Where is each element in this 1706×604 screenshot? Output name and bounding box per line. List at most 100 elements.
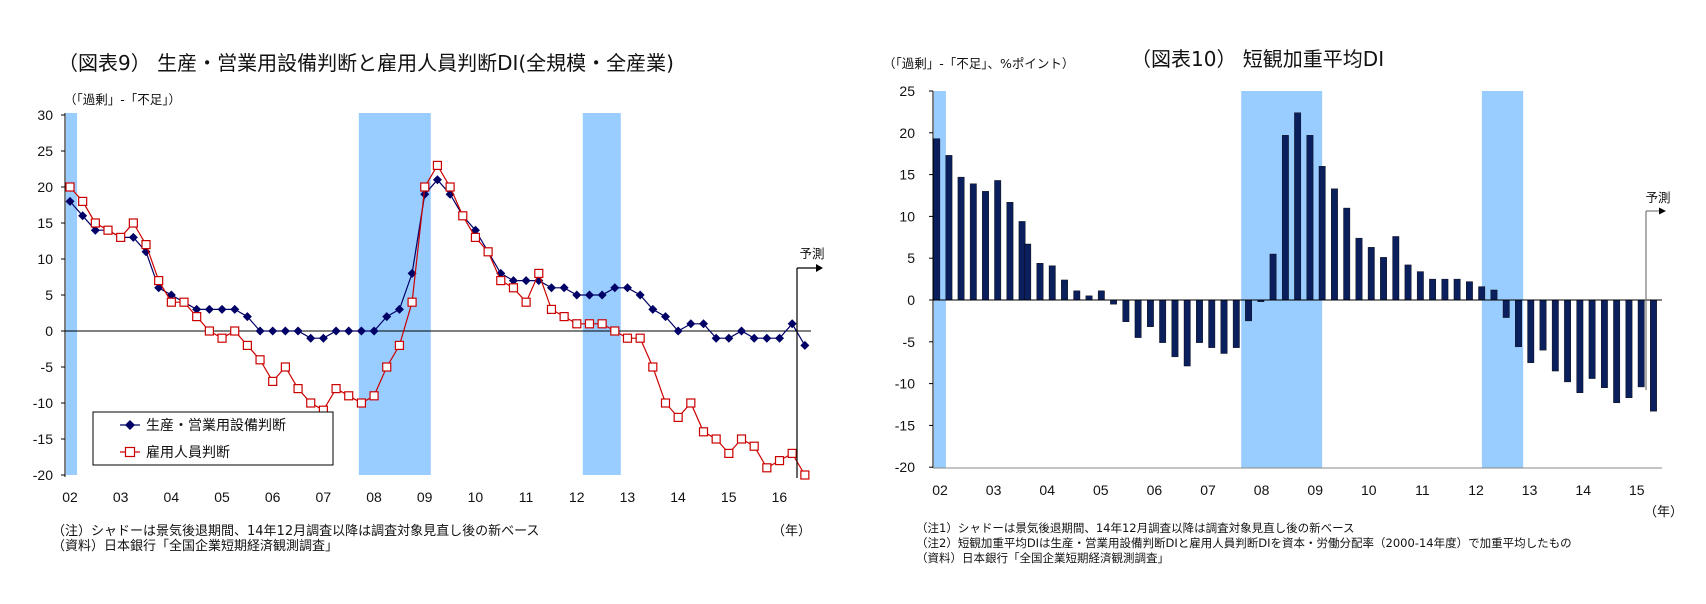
data-point-equipment — [673, 326, 683, 336]
bar — [945, 155, 953, 301]
data-point-employment — [445, 182, 455, 192]
forecast-marker: 予測 — [796, 246, 825, 478]
x-tick-label: 15 — [721, 489, 737, 505]
forecast-label: 予測 — [1645, 190, 1670, 205]
bar — [1551, 299, 1559, 372]
data-point-equipment — [762, 333, 772, 343]
y-tick-label: 10 — [37, 251, 53, 267]
arrow-right-icon — [1659, 207, 1666, 215]
data-point-equipment — [204, 304, 214, 314]
data-point-equipment — [787, 319, 797, 329]
y-tick-label: -20 — [33, 467, 53, 483]
recession-shade — [358, 113, 431, 475]
axes — [929, 90, 1662, 469]
recession-shade — [66, 113, 78, 475]
bar — [933, 138, 941, 301]
data-point-employment — [116, 232, 126, 242]
bar — [1429, 278, 1437, 301]
data-point-employment — [268, 376, 278, 386]
data-point-equipment — [65, 196, 75, 206]
data-point-equipment — [420, 189, 430, 199]
x-tick-label: 10 — [1361, 482, 1377, 498]
data-point-employment — [686, 398, 696, 408]
data-point-employment — [483, 247, 493, 257]
arrow-right-icon — [816, 264, 823, 272]
y-tick-label: -5 — [41, 359, 54, 375]
bar — [1097, 290, 1105, 301]
bar — [1453, 278, 1461, 301]
bar — [1478, 286, 1486, 301]
data-point-employment — [736, 434, 747, 444]
data-point-equipment — [242, 312, 252, 322]
bar — [1404, 264, 1412, 301]
y-tick-label: -10 — [33, 395, 53, 411]
y-tick-label: -5 — [903, 334, 916, 350]
data-point-employment — [800, 470, 810, 480]
note-1: （注）シャドーは景気後退期間、14年12月調査以降は調査対象見直し後の新ベース — [52, 523, 539, 539]
recession-shading — [66, 113, 621, 475]
data-point-employment — [128, 218, 138, 228]
x-tick-label: 06 — [1147, 482, 1163, 498]
y-tick-label: 20 — [899, 125, 915, 141]
data-point-employment — [787, 448, 797, 458]
x-tick-label: 02 — [932, 482, 948, 498]
data-point-equipment — [306, 333, 316, 343]
bars — [933, 112, 1657, 412]
tick-labels: 30 25 20 15 10 5 0 -5 -10 -15 -20 02 03 04 05 06 07 08 09 1… — [33, 107, 788, 505]
data-point-equipment — [128, 232, 138, 242]
data-point-equipment — [394, 304, 404, 314]
bar — [1588, 299, 1596, 379]
x-tick-label: 09 — [1307, 482, 1323, 498]
note-1: （注1）シャドーは景気後退期間、14年12月調査以降は調査対象見直し後の新ベース — [916, 521, 1355, 535]
x-tick-label: 05 — [1093, 482, 1109, 498]
data-point-employment — [534, 268, 544, 278]
data-point-equipment — [217, 304, 227, 314]
bar — [994, 180, 1002, 301]
data-point-employment — [711, 434, 721, 444]
x-tick-label: 16 — [772, 489, 788, 505]
data-point-equipment — [660, 312, 670, 322]
data-point-employment — [103, 225, 113, 235]
y-tick-label: 30 — [37, 107, 53, 123]
y-tick-label: 10 — [899, 208, 915, 224]
data-point-employment — [306, 398, 316, 408]
legend: 生産・営業用設備判断 雇用人員判断 — [92, 411, 334, 466]
data-point-employment — [724, 448, 734, 458]
data-point-equipment — [432, 175, 442, 185]
bar — [1637, 299, 1645, 388]
bar — [1245, 299, 1252, 322]
data-point-employment — [774, 456, 785, 466]
bar — [1024, 243, 1032, 301]
bar — [1600, 299, 1608, 388]
bar — [1281, 135, 1289, 301]
data-point-equipment — [255, 326, 265, 336]
note-2: （注2）短観加重平均DIは生産・営業用設備判断DIと雇用人員判断DIを資本・労働… — [916, 536, 1572, 550]
bar — [1392, 236, 1400, 301]
bar — [1441, 278, 1449, 301]
bar — [1331, 188, 1338, 301]
data-point-employment — [192, 312, 202, 322]
x-tick-label: 11 — [519, 489, 534, 505]
x-tick-label: 12 — [1468, 482, 1484, 498]
data-point-employment — [141, 240, 151, 250]
data-point-employment — [255, 355, 265, 365]
data-point-equipment — [686, 319, 696, 329]
bar — [1564, 299, 1571, 383]
data-point-employment — [559, 312, 569, 322]
data-point-equipment — [382, 312, 392, 322]
bar — [1183, 299, 1191, 367]
chart-10: （図表10） 短観加重平均DI （「過剰」-「不足」、%ポイント） 25 20 15… — [883, 47, 1683, 565]
bar — [1220, 299, 1228, 354]
data-point-equipment — [559, 283, 569, 293]
bar — [1232, 299, 1240, 348]
bar — [1073, 290, 1081, 301]
data-point-employment — [648, 362, 658, 372]
data-point-equipment — [78, 211, 88, 221]
bar — [1613, 299, 1621, 404]
bar — [1294, 112, 1302, 301]
x-axis-unit: （年） — [772, 524, 811, 539]
bar — [1146, 299, 1154, 327]
data-point-equipment — [800, 340, 810, 350]
data-point-employment — [154, 276, 164, 286]
data-point-equipment — [724, 333, 734, 343]
